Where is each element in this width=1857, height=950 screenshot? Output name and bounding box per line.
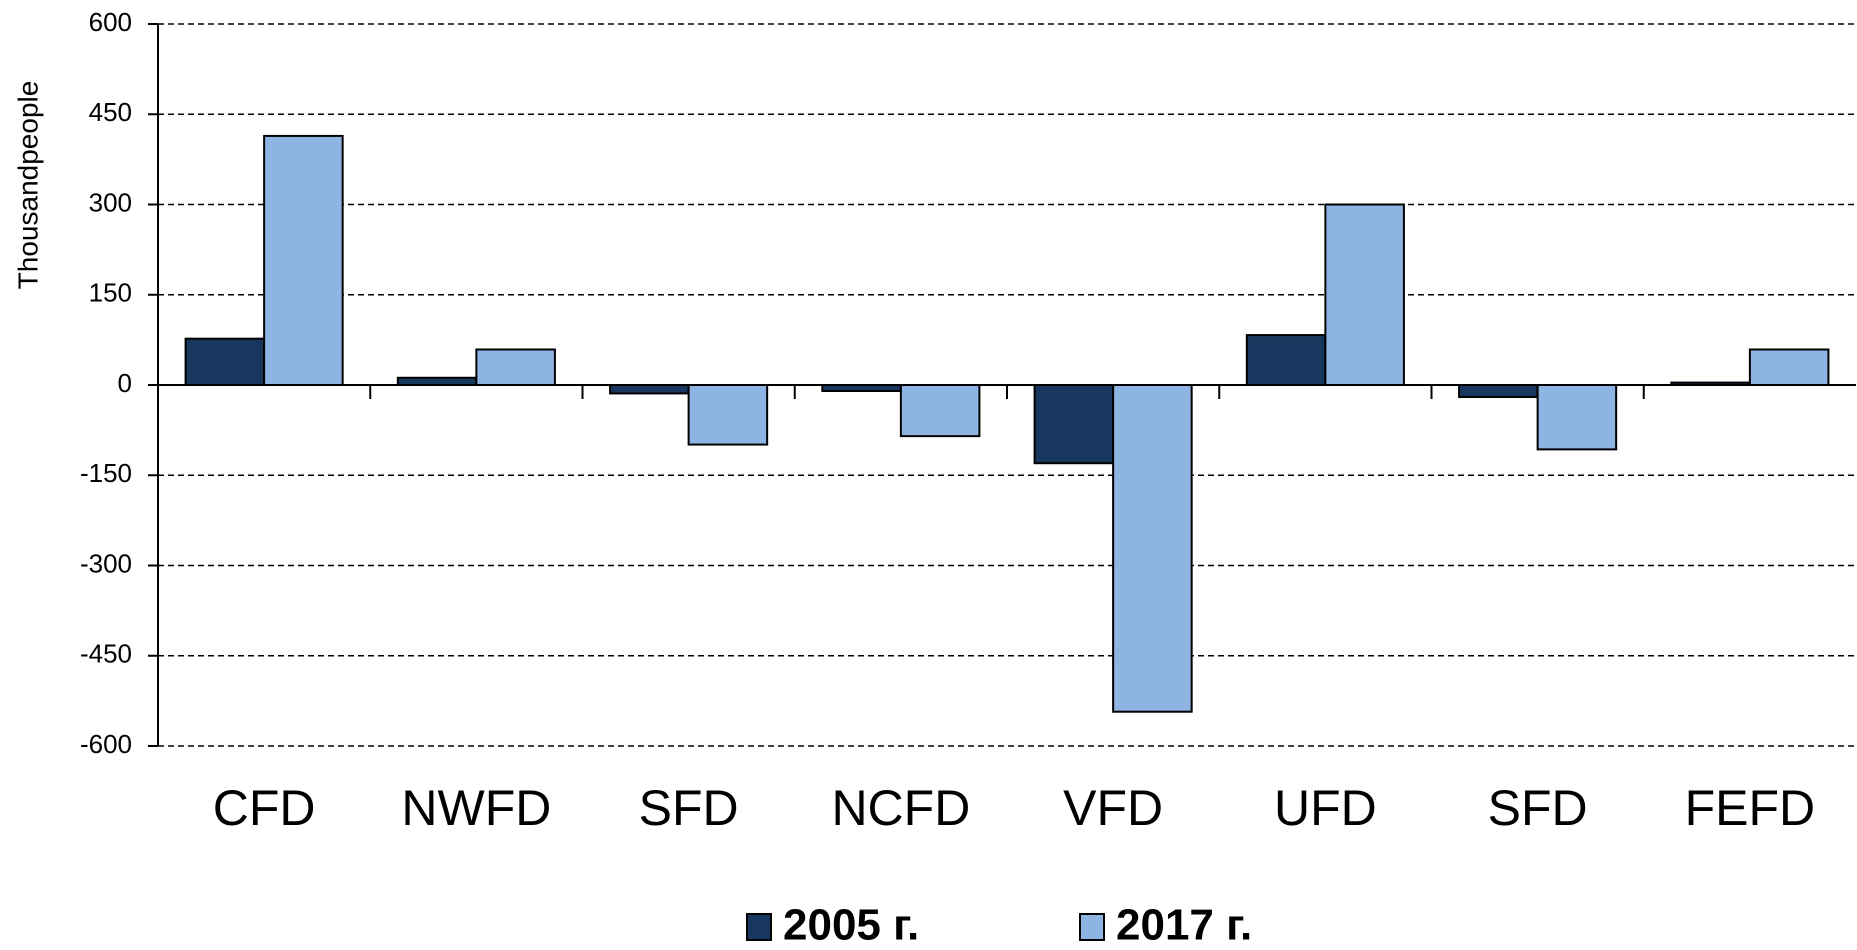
bar [609, 384, 690, 395]
bar [1748, 348, 1830, 387]
x-tick-label: SFD [639, 780, 739, 836]
y-tick-label: 300 [89, 187, 132, 217]
legend-label: 2005 г. [783, 901, 919, 950]
legend-swatch [1079, 913, 1105, 941]
y-tick-label: -300 [80, 548, 132, 578]
bar [475, 348, 556, 387]
y-tick-label: 0 [118, 368, 132, 398]
y-tick-label: 600 [89, 7, 132, 37]
bar [1324, 203, 1405, 386]
x-tick-label: CFD [213, 780, 316, 836]
x-tick-label: SFD [1488, 780, 1588, 836]
bar [396, 376, 478, 386]
y-axis-label: Thousandpeople [12, 81, 43, 290]
bar [1245, 334, 1327, 387]
x-tick-label: VFD [1063, 780, 1163, 836]
legend-label: 2017 г. [1116, 901, 1252, 950]
y-tick-label: 450 [89, 97, 132, 127]
bar [1112, 384, 1193, 713]
legend-swatch [746, 913, 772, 941]
bar [899, 384, 981, 438]
x-tick-label: FEFD [1685, 780, 1816, 836]
y-tick-label: 150 [89, 278, 132, 308]
bar [1033, 384, 1115, 465]
y-tick-label: -600 [80, 729, 132, 759]
x-tick-label: NCFD [831, 780, 970, 836]
y-tick-label: -450 [80, 639, 132, 669]
x-tick-label: NWFD [401, 780, 551, 836]
bar [184, 337, 266, 386]
bar [263, 134, 344, 386]
y-tick-label: -150 [80, 458, 132, 488]
bar [1536, 384, 1618, 451]
bar [687, 384, 769, 446]
x-tick-label: UFD [1274, 780, 1377, 836]
bar [1458, 384, 1539, 399]
